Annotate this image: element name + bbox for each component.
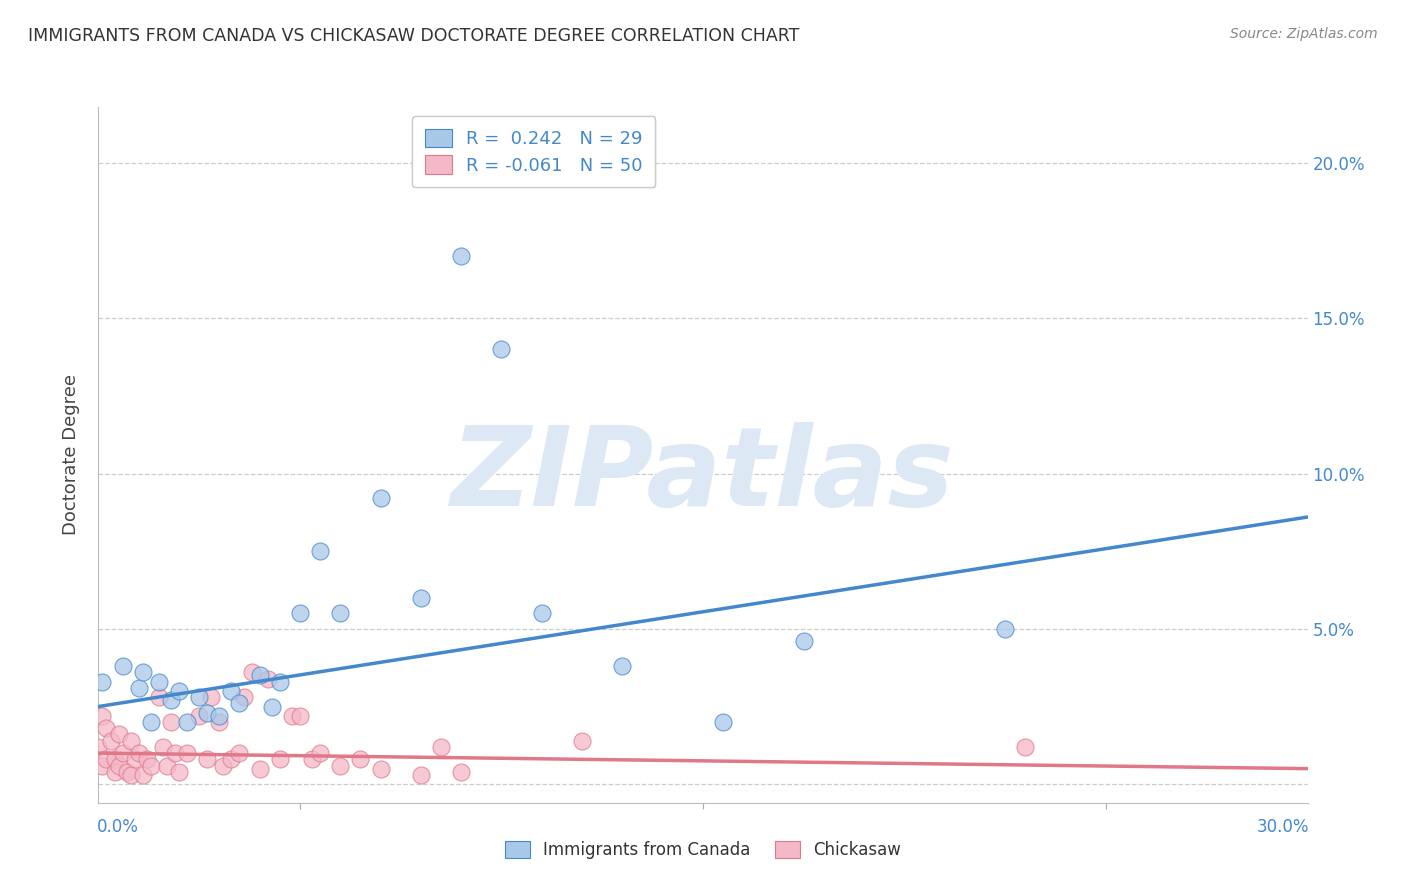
Point — [163, 746, 186, 760]
Point — [256, 672, 278, 686]
Point — [249, 762, 271, 776]
Point — [260, 699, 283, 714]
Point — [128, 681, 150, 695]
Point — [288, 607, 311, 621]
Point — [269, 752, 291, 766]
Point — [103, 752, 125, 766]
Point — [571, 733, 593, 747]
Point — [281, 708, 304, 723]
Point — [167, 684, 190, 698]
Point — [107, 758, 129, 772]
Point — [370, 491, 392, 506]
Point — [188, 708, 211, 723]
Point — [221, 684, 243, 698]
Point — [1014, 739, 1036, 754]
Point — [309, 746, 332, 760]
Point — [128, 746, 150, 760]
Point — [139, 714, 162, 729]
Point — [232, 690, 254, 705]
Point — [221, 752, 243, 766]
Point — [409, 591, 432, 605]
Point — [111, 659, 134, 673]
Point — [491, 343, 513, 357]
Point — [195, 706, 218, 720]
Point — [208, 708, 231, 723]
Point — [132, 768, 155, 782]
Point — [329, 607, 352, 621]
Point — [96, 721, 118, 735]
Point — [200, 690, 222, 705]
Point — [120, 733, 142, 747]
Point — [450, 764, 472, 779]
Y-axis label: Doctorate Degree: Doctorate Degree — [62, 375, 80, 535]
Point — [228, 746, 250, 760]
Text: IMMIGRANTS FROM CANADA VS CHICKASAW DOCTORATE DEGREE CORRELATION CHART: IMMIGRANTS FROM CANADA VS CHICKASAW DOCT… — [28, 27, 800, 45]
Point — [288, 708, 311, 723]
Point — [711, 714, 734, 729]
Point — [87, 739, 110, 754]
Point — [612, 659, 634, 673]
Point — [195, 752, 218, 766]
Point — [115, 764, 138, 779]
Point — [96, 752, 118, 766]
Point — [793, 634, 815, 648]
Point — [530, 607, 553, 621]
Point — [176, 746, 198, 760]
Point — [148, 674, 170, 689]
Point — [208, 714, 231, 729]
Point — [100, 733, 122, 747]
Point — [156, 758, 179, 772]
Point — [176, 714, 198, 729]
Point — [107, 727, 129, 741]
Text: 0.0%: 0.0% — [97, 818, 139, 836]
Point — [167, 764, 190, 779]
Legend: Immigrants from Canada, Chickasaw: Immigrants from Canada, Chickasaw — [498, 834, 908, 866]
Point — [349, 752, 371, 766]
Legend: R =  0.242   N = 29, R = -0.061   N = 50: R = 0.242 N = 29, R = -0.061 N = 50 — [412, 116, 655, 187]
Point — [111, 746, 134, 760]
Point — [994, 622, 1017, 636]
Point — [329, 758, 352, 772]
Point — [249, 668, 271, 682]
Point — [228, 697, 250, 711]
Point — [409, 768, 432, 782]
Text: ZIPatlas: ZIPatlas — [451, 422, 955, 529]
Point — [152, 739, 174, 754]
Point — [91, 758, 114, 772]
Point — [370, 762, 392, 776]
Point — [132, 665, 155, 680]
Point — [124, 752, 146, 766]
Text: 30.0%: 30.0% — [1257, 818, 1309, 836]
Point — [91, 674, 114, 689]
Point — [139, 758, 162, 772]
Point — [120, 768, 142, 782]
Point — [160, 714, 183, 729]
Point — [301, 752, 323, 766]
Point — [160, 693, 183, 707]
Point — [240, 665, 263, 680]
Point — [212, 758, 235, 772]
Point — [309, 544, 332, 558]
Text: Source: ZipAtlas.com: Source: ZipAtlas.com — [1230, 27, 1378, 41]
Point — [91, 708, 114, 723]
Point — [103, 764, 125, 779]
Point — [148, 690, 170, 705]
Point — [450, 249, 472, 263]
Point — [269, 674, 291, 689]
Point — [135, 752, 157, 766]
Point — [188, 690, 211, 705]
Point — [430, 739, 453, 754]
